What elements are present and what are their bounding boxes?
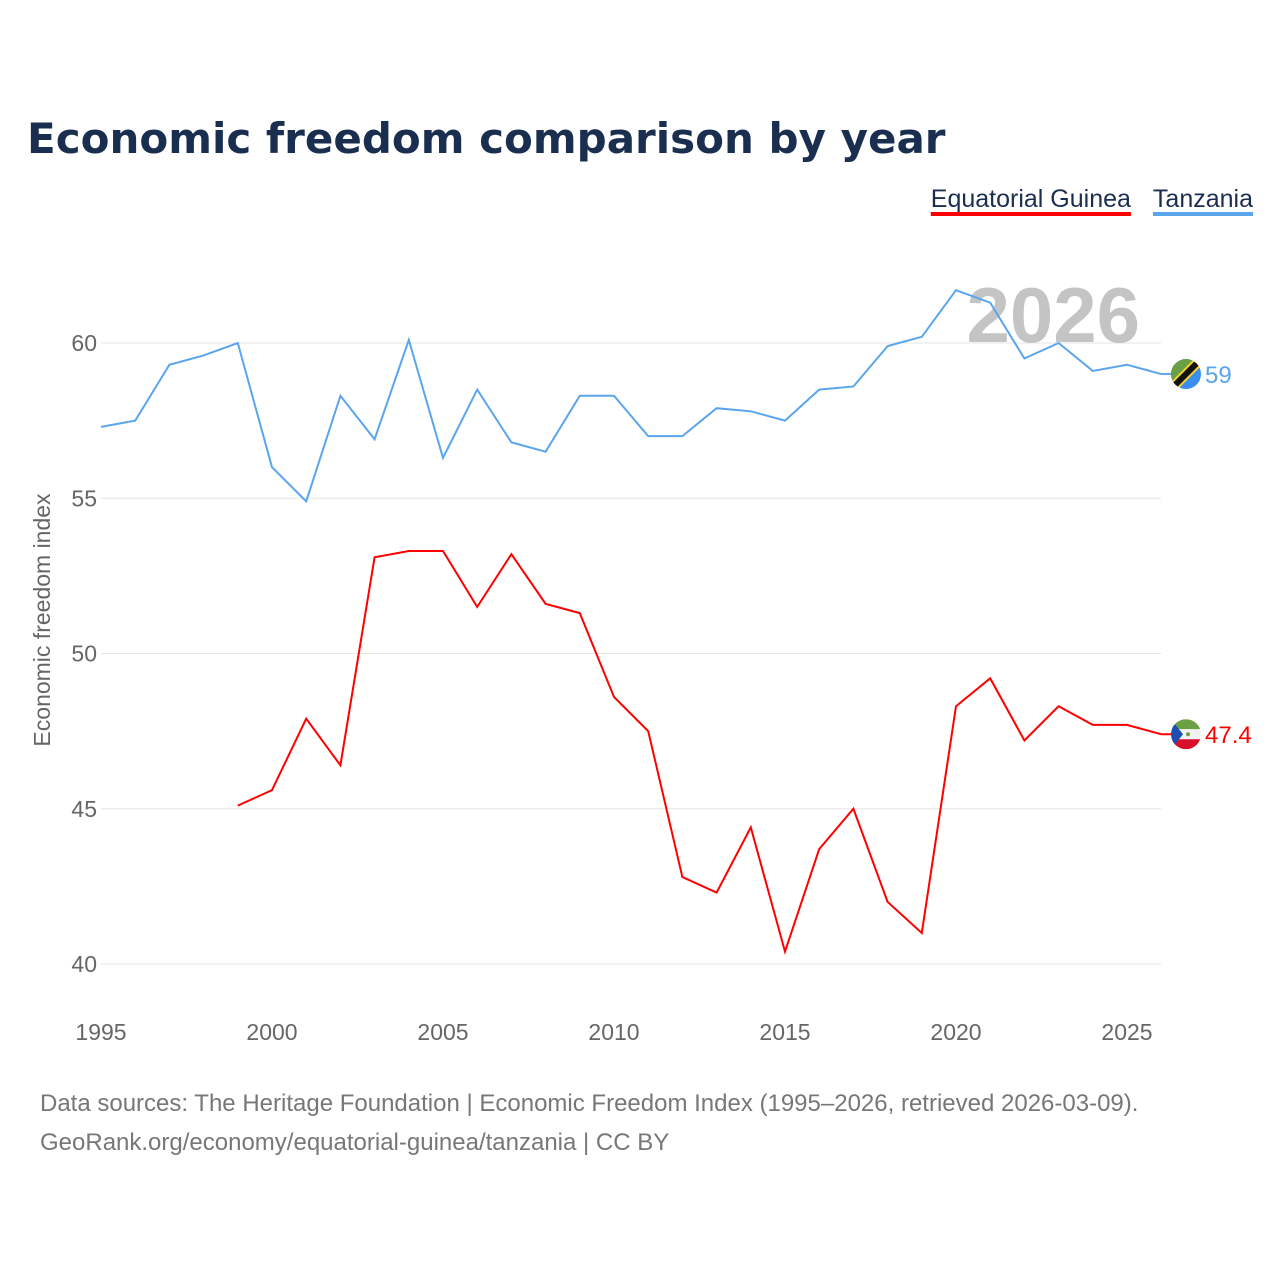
end-value-label: 59 (1205, 362, 1232, 389)
x-tick-label: 2025 (1101, 1019, 1152, 1045)
x-tick-label: 2020 (930, 1019, 981, 1045)
y-tick-label: 40 (71, 951, 97, 977)
chart-title: Economic freedom comparison by year (27, 114, 946, 163)
series-line-equatorial-guinea (237, 550, 1162, 956)
legend-item-tanzania[interactable]: Tanzania (1153, 185, 1253, 213)
y-axis-label: Economic freedom index (29, 493, 55, 747)
footer-sources: Data sources: The Heritage Foundation | … (40, 1090, 1138, 1117)
x-tick-label: 2005 (417, 1019, 468, 1045)
x-tick-label: 1995 (75, 1019, 126, 1045)
year-watermark: 2026 (966, 271, 1140, 359)
y-tick-label: 45 (71, 796, 97, 822)
equatorial-guinea-flag-icon (1171, 719, 1201, 750)
y-tick-label: 50 (71, 641, 97, 667)
x-tick-label: 2015 (759, 1019, 810, 1045)
footer-link[interactable]: GeoRank.org/economy/equatorial-guinea/ta… (40, 1129, 669, 1156)
x-tick-label: 2010 (588, 1019, 639, 1045)
y-tick-label: 60 (71, 330, 97, 356)
series-line-tanzania (100, 289, 1162, 504)
x-tick-label: 2000 (246, 1019, 297, 1045)
y-tick-label: 55 (71, 485, 97, 511)
legend-swatch (930, 212, 1131, 216)
legend-item-equatorial-guinea[interactable]: Equatorial Guinea (931, 185, 1131, 213)
tanzania-flag-icon (1171, 359, 1201, 390)
end-value-label: 47.4 (1205, 722, 1252, 749)
legend-swatch (1152, 212, 1253, 216)
